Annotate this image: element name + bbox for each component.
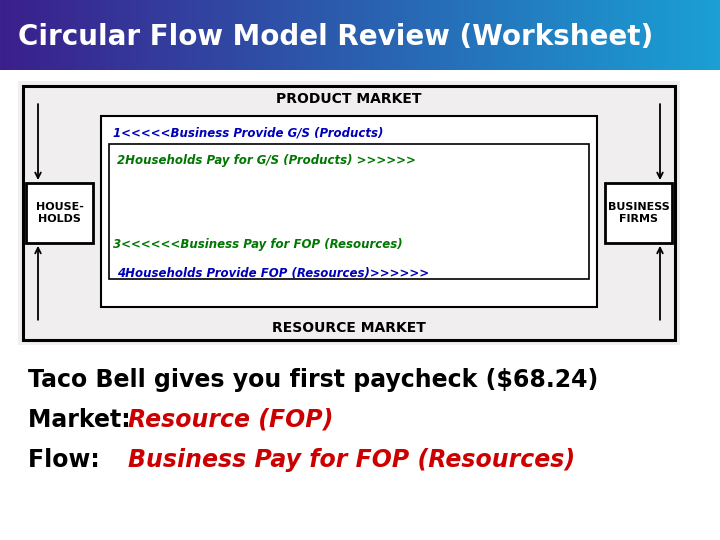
FancyBboxPatch shape (26, 183, 93, 243)
FancyBboxPatch shape (101, 116, 597, 307)
Text: RESOURCE MARKET: RESOURCE MARKET (272, 321, 426, 335)
Text: PRODUCT MARKET: PRODUCT MARKET (276, 92, 422, 106)
Text: Taco Bell gives you first paycheck ($68.24): Taco Bell gives you first paycheck ($68.… (28, 368, 598, 392)
Text: BUSINESS
FIRMS: BUSINESS FIRMS (608, 202, 670, 224)
Text: 4Households Provide FOP (Resources)>>>>>>: 4Households Provide FOP (Resources)>>>>>… (117, 267, 429, 280)
Text: HOUSE-
HOLDS: HOUSE- HOLDS (35, 202, 84, 224)
Text: Market:: Market: (28, 408, 139, 432)
FancyBboxPatch shape (18, 81, 680, 345)
Text: Resource (FOP): Resource (FOP) (128, 408, 333, 432)
Text: Circular Flow Model Review (Worksheet): Circular Flow Model Review (Worksheet) (18, 23, 653, 51)
Text: 3<<<<<<Business Pay for FOP (Resources): 3<<<<<<Business Pay for FOP (Resources) (113, 239, 402, 252)
Text: 2Households Pay for G/S (Products) >>>>>>: 2Households Pay for G/S (Products) >>>>>… (117, 154, 416, 167)
FancyBboxPatch shape (109, 144, 589, 279)
Text: Flow:: Flow: (28, 448, 125, 472)
FancyBboxPatch shape (605, 183, 672, 243)
Text: Business Pay for FOP (Resources): Business Pay for FOP (Resources) (128, 448, 575, 472)
Text: 1<<<<<Business Provide G/S (Products): 1<<<<<Business Provide G/S (Products) (113, 126, 383, 139)
